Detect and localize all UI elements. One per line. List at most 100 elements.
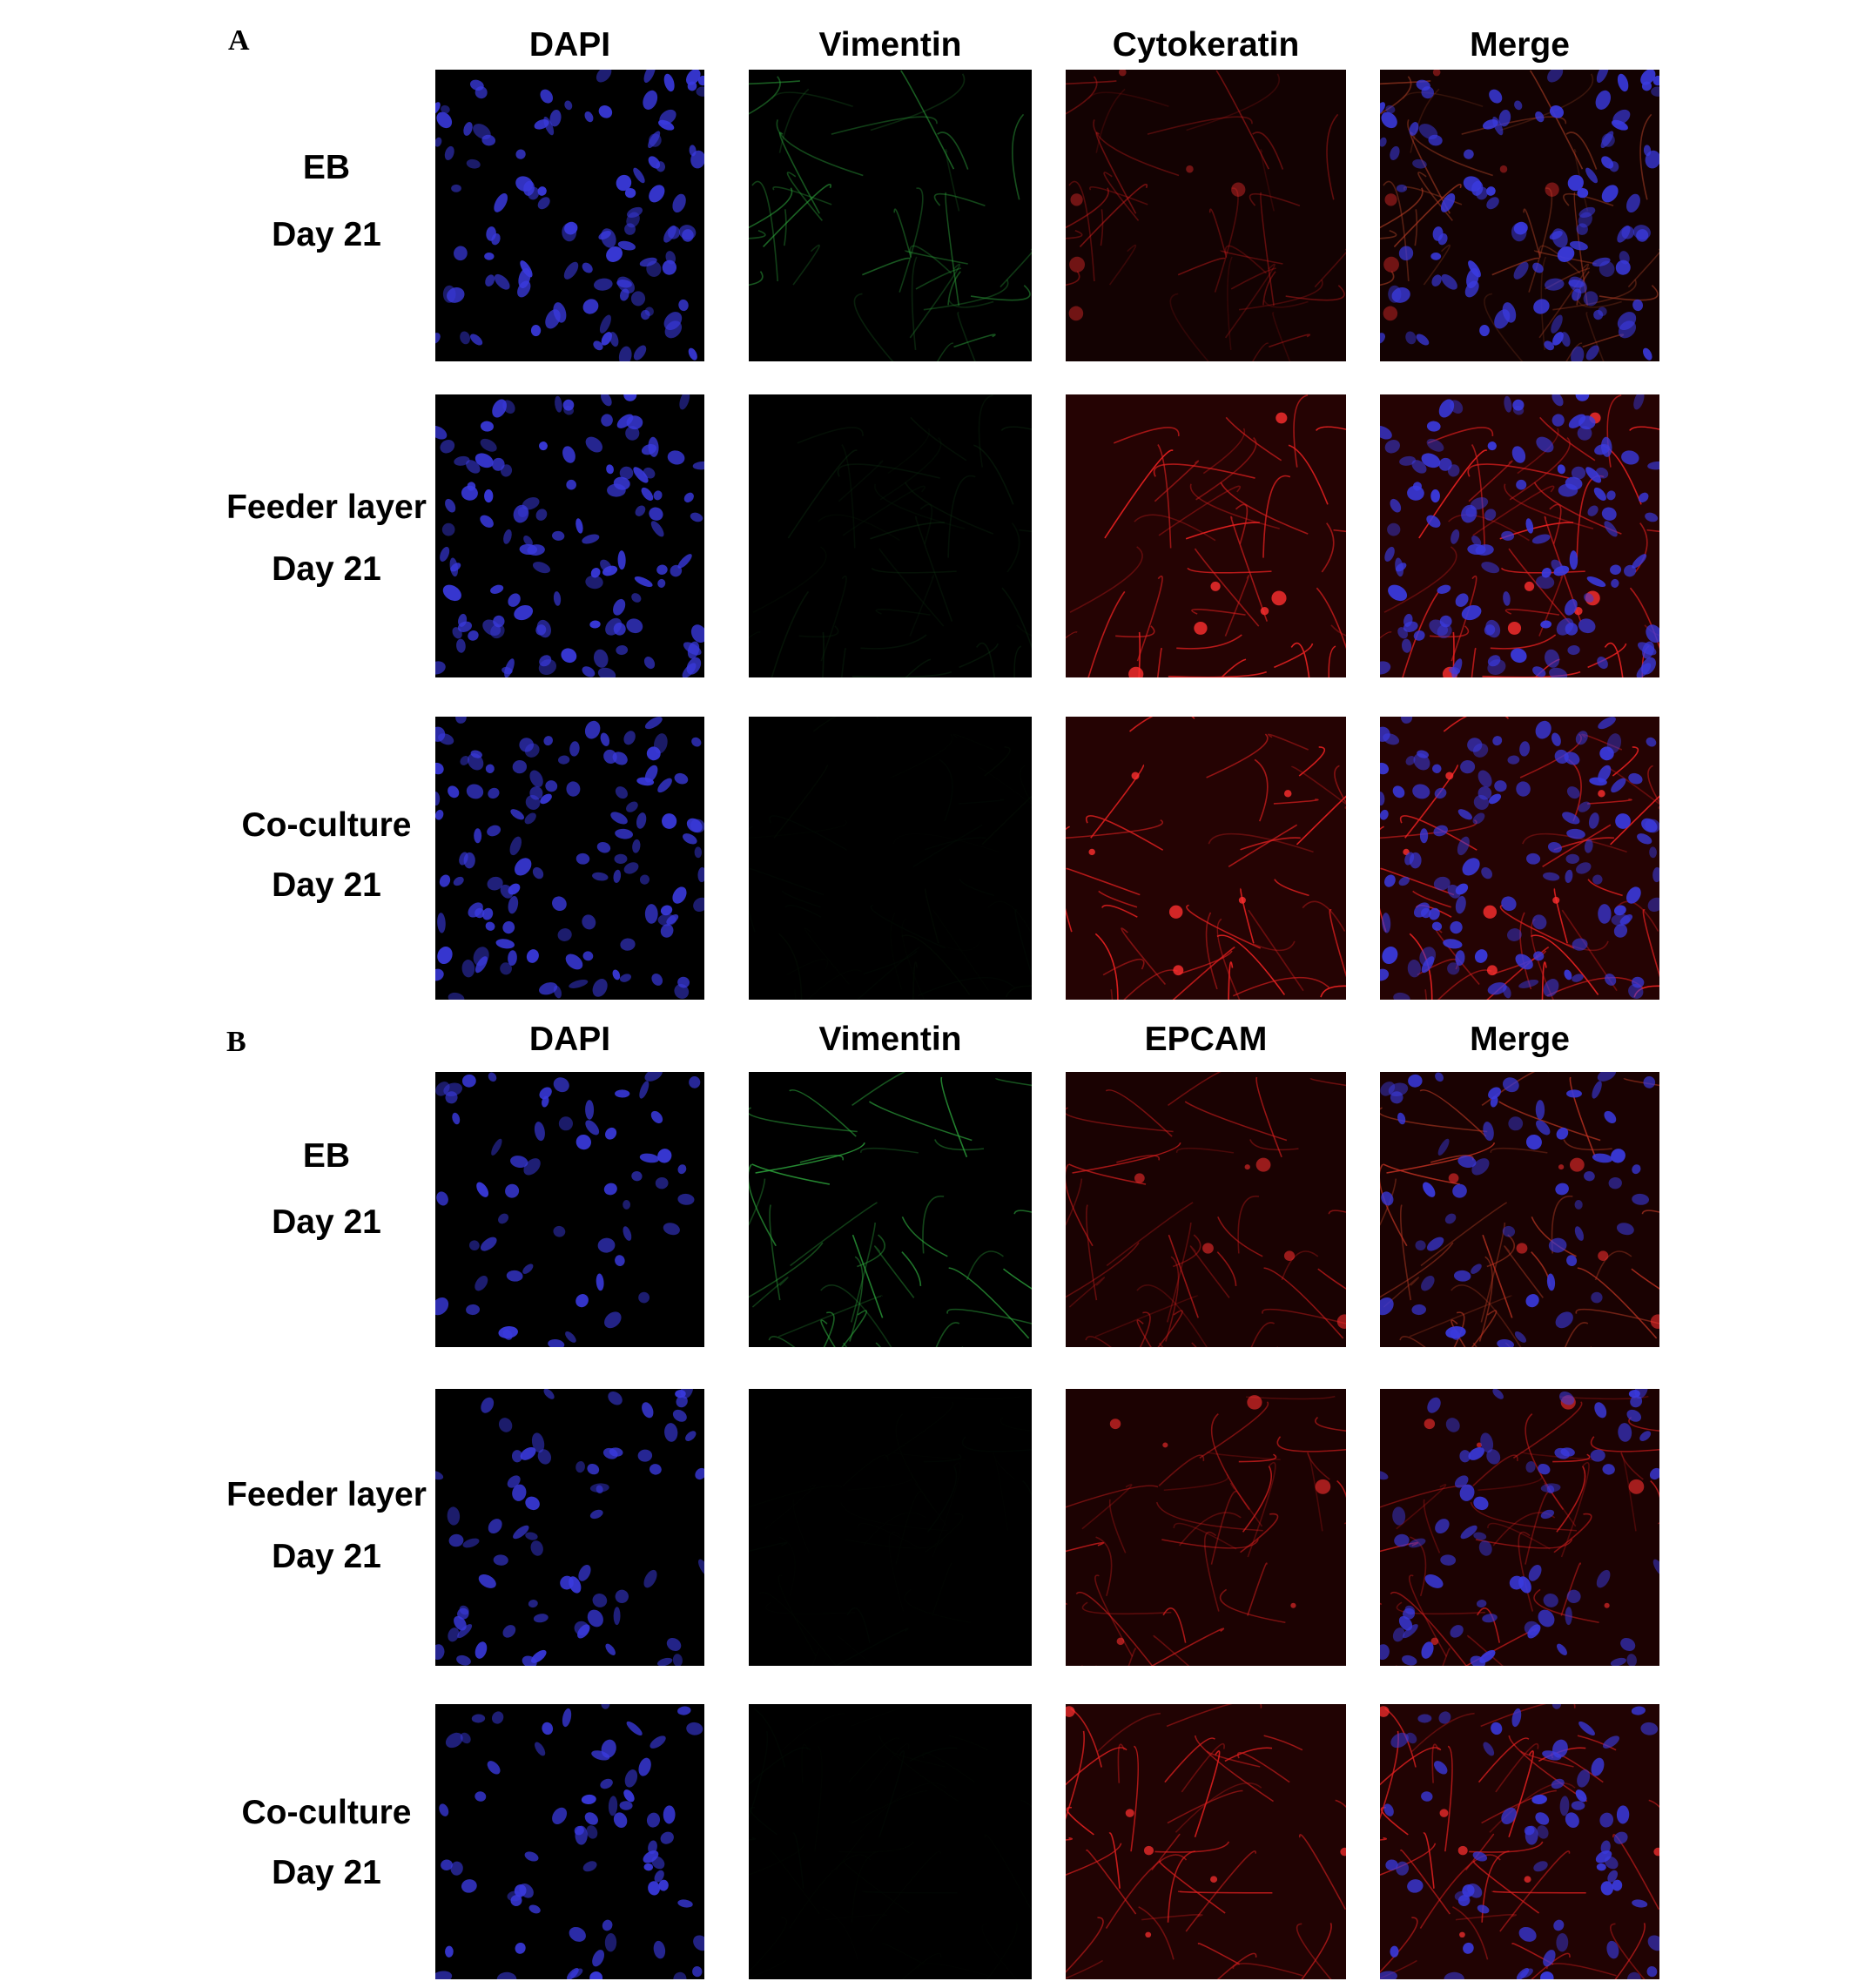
fiber-signal: [975, 642, 995, 677]
nucleus: [565, 1331, 576, 1343]
fiber-signal: [1214, 187, 1239, 293]
fiber-signal: [822, 631, 825, 677]
nucleus: [1533, 951, 1545, 961]
fiber-signal: [1522, 832, 1627, 853]
nucleus: [1438, 1711, 1451, 1724]
nucleus: [1601, 185, 1619, 203]
nucleus: [496, 1971, 517, 1979]
fiber-signal: [1066, 1836, 1074, 1841]
nucleus: [624, 223, 636, 235]
nucleus: [616, 280, 632, 288]
fiber-signal: [1315, 426, 1346, 431]
fiber-signal: [843, 1455, 888, 1486]
fiber-signal: [864, 1513, 926, 1546]
fiber-signal: [1240, 1513, 1279, 1553]
fiber-signal: [1480, 1704, 1576, 1728]
nucleus: [1513, 261, 1529, 280]
micrograph-epcam: [1066, 1704, 1346, 1979]
nucleus: [1514, 1331, 1526, 1343]
nucleus: [1412, 784, 1430, 799]
fiber-signal: [1232, 976, 1330, 997]
fiber-signal: [909, 263, 961, 339]
nucleus: [631, 1171, 643, 1182]
fiber-signal: [1215, 70, 1269, 170]
nucleus: [613, 476, 630, 490]
nucleus: [1571, 1801, 1585, 1810]
nucleus: [1502, 1225, 1516, 1237]
nucleus: [1578, 212, 1592, 228]
nucleus: [1447, 464, 1460, 477]
fiber-signal: [1230, 516, 1269, 622]
fiber-signal: [935, 1322, 960, 1347]
fiber-signal: [751, 1277, 789, 1308]
fiber-signal: [1205, 912, 1218, 990]
fiber-signal: [993, 1452, 1007, 1532]
nucleus: [1484, 509, 1497, 521]
fiber-signal: [1380, 80, 1431, 85]
micrograph-dapi: [435, 394, 704, 677]
nucleus: [601, 332, 612, 346]
nucleus: [1416, 79, 1430, 91]
nucleus: [445, 1091, 458, 1104]
row-label-day: Day 21: [272, 1203, 381, 1241]
fiber-signal: [1103, 172, 1140, 221]
nucleus: [686, 657, 702, 675]
nucleus: [1591, 1757, 1605, 1776]
fiber-signal: [922, 1196, 945, 1254]
fiber-signal: [1472, 1342, 1477, 1347]
micrograph-image: [1066, 70, 1346, 361]
nucleus: [626, 212, 640, 228]
nucleus: [582, 1861, 597, 1872]
fiber-signal: [937, 131, 969, 170]
fiber-signal: [841, 444, 856, 549]
bright-spot: [1445, 772, 1454, 780]
fiber-signal: [1147, 116, 1253, 135]
fiber-signal: [1423, 1832, 1435, 1889]
nucleus: [439, 874, 451, 887]
nucleus: [534, 1122, 545, 1142]
nucleus: [1527, 1624, 1541, 1639]
nucleus: [553, 1077, 569, 1093]
nucleus: [682, 229, 694, 242]
nucleus: [1501, 1807, 1517, 1824]
fiber-signal: [1529, 70, 1584, 170]
bright-spot: [1202, 1243, 1214, 1254]
nucleus: [1450, 920, 1463, 934]
nucleus: [485, 764, 495, 773]
nucleus: [1509, 1575, 1525, 1590]
nucleus: [639, 874, 650, 885]
fiber-signal: [870, 522, 945, 540]
nucleus: [539, 1087, 552, 1100]
fiber-signal: [984, 746, 1011, 777]
fiber-signal: [820, 575, 847, 662]
bright-spot: [1290, 1602, 1296, 1608]
nucleus: [1525, 518, 1534, 534]
nucleus: [1472, 1851, 1488, 1862]
fiber-signal: [790, 1855, 871, 1929]
nucleus: [648, 131, 661, 149]
fiber-signal: [978, 394, 993, 468]
bright-spot: [1231, 182, 1246, 197]
nucleus: [1516, 479, 1527, 490]
nucleus: [1440, 1554, 1457, 1566]
nucleus: [475, 956, 488, 974]
nucleus: [1426, 515, 1441, 528]
nucleus: [1482, 119, 1498, 130]
fiber-signal: [1000, 248, 1032, 288]
fiber-signal: [1006, 522, 1020, 573]
fiber-signal: [1393, 184, 1462, 247]
nucleus: [1385, 104, 1396, 114]
fiber-signal: [1069, 546, 1143, 613]
nucleus: [656, 564, 668, 575]
nucleus: [1380, 1644, 1390, 1661]
nucleus: [616, 645, 629, 656]
nucleus: [1578, 801, 1591, 812]
fiber-signal: [1429, 625, 1470, 638]
nucleus: [1601, 507, 1617, 521]
nucleus: [1431, 921, 1443, 931]
nucleus: [520, 1447, 536, 1460]
fiber-signal: [1224, 575, 1250, 637]
fiber-signal: [884, 1402, 952, 1458]
column-header: Vimentin: [818, 1021, 962, 1058]
nucleus: [1408, 1538, 1426, 1548]
